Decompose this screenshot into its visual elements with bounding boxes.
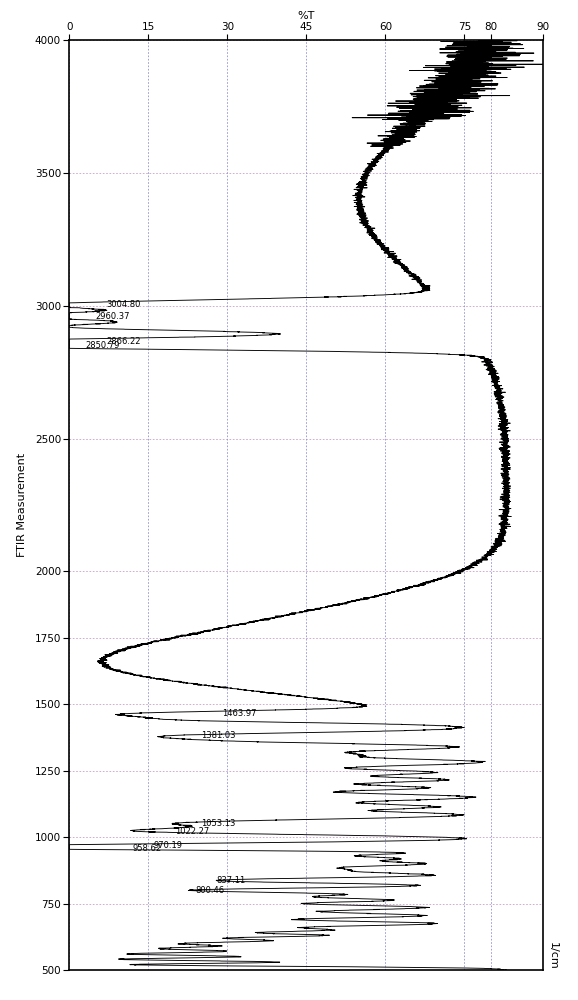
Text: 3004.80: 3004.80 bbox=[106, 300, 140, 309]
Text: 2850.79: 2850.79 bbox=[85, 341, 120, 350]
Text: 970.19: 970.19 bbox=[154, 841, 183, 850]
Text: 837.11: 837.11 bbox=[217, 876, 246, 885]
Text: 1463.97: 1463.97 bbox=[222, 709, 257, 718]
X-axis label: %T: %T bbox=[298, 11, 315, 21]
Text: 1/cm: 1/cm bbox=[548, 942, 558, 970]
Text: 958.62: 958.62 bbox=[132, 844, 162, 853]
Text: 1381.03: 1381.03 bbox=[201, 731, 235, 740]
Text: FTIR Measurement: FTIR Measurement bbox=[17, 453, 27, 557]
Text: 800.46: 800.46 bbox=[196, 886, 225, 895]
Text: 2960.37: 2960.37 bbox=[96, 312, 130, 321]
Text: 1022.27: 1022.27 bbox=[175, 827, 209, 836]
Text: 2866.22: 2866.22 bbox=[106, 337, 140, 346]
Text: 1053.13: 1053.13 bbox=[201, 819, 235, 828]
